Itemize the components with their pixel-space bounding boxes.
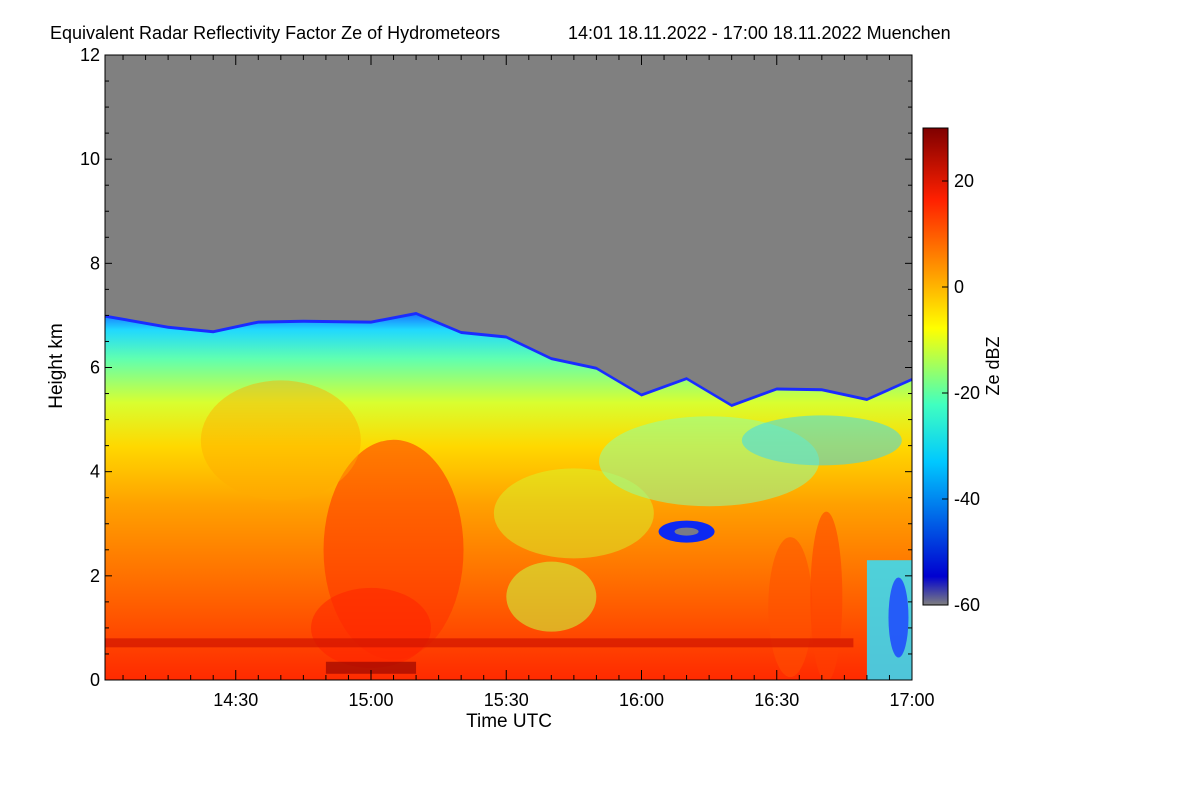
plot-area <box>105 55 912 680</box>
reflectivity-features <box>105 380 912 680</box>
fallstreak-1 <box>768 537 813 678</box>
weak-cell-center <box>506 561 597 632</box>
colorbar-tick-label: -20 <box>954 383 980 403</box>
colorbar <box>922 127 949 606</box>
y-tick-label: 6 <box>90 358 100 378</box>
x-tick-label: 14:30 <box>213 690 258 710</box>
rain-core <box>325 661 417 674</box>
colorbar-tick-label: 20 <box>954 171 974 191</box>
colorbar-tick-label: -60 <box>954 595 980 615</box>
colorbar-ticks: 20 0 -20 -40 -60 <box>942 171 980 615</box>
low-echo-right <box>888 577 909 658</box>
bright-band <box>105 638 854 648</box>
y-axis-label: Height km <box>46 323 67 409</box>
colorbar-tick-label: -40 <box>954 489 980 509</box>
colorbar-tick-label: 0 <box>954 277 964 297</box>
fallstreak-2 <box>810 511 843 680</box>
y-tick-label: 4 <box>90 462 100 482</box>
y-tick-label: 10 <box>80 149 100 169</box>
chart-title: Equivalent Radar Reflectivity Factor Ze … <box>50 23 500 43</box>
convective-base <box>310 587 431 668</box>
x-tick-label: 16:30 <box>754 690 799 710</box>
x-tick-label: 17:00 <box>889 690 934 710</box>
reflectivity-field <box>105 315 912 680</box>
y-tick-label: 12 <box>80 45 100 65</box>
cirrus-right <box>741 415 902 466</box>
axes: 0 2 4 6 8 10 12 14:30 15:00 15:30 16:00 16:30 17:00 <box>80 45 935 710</box>
weak-region-center <box>493 468 654 559</box>
dry-pocket-core <box>674 527 699 536</box>
y-tick-label: 0 <box>90 670 100 690</box>
y-tick-label: 8 <box>90 253 100 273</box>
x-tick-label: 15:30 <box>484 690 529 710</box>
x-axis-label: Time UTC <box>466 711 552 732</box>
x-tick-label: 16:00 <box>619 690 664 710</box>
upper-core-left <box>200 380 361 501</box>
x-tick-label: 15:00 <box>348 690 393 710</box>
chart-period: 14:01 18.11.2022 - 17:00 18.11.2022 Muen… <box>568 23 951 43</box>
y-tick-label: 2 <box>90 566 100 586</box>
colorbar-label: Ze dBZ <box>983 336 1003 395</box>
